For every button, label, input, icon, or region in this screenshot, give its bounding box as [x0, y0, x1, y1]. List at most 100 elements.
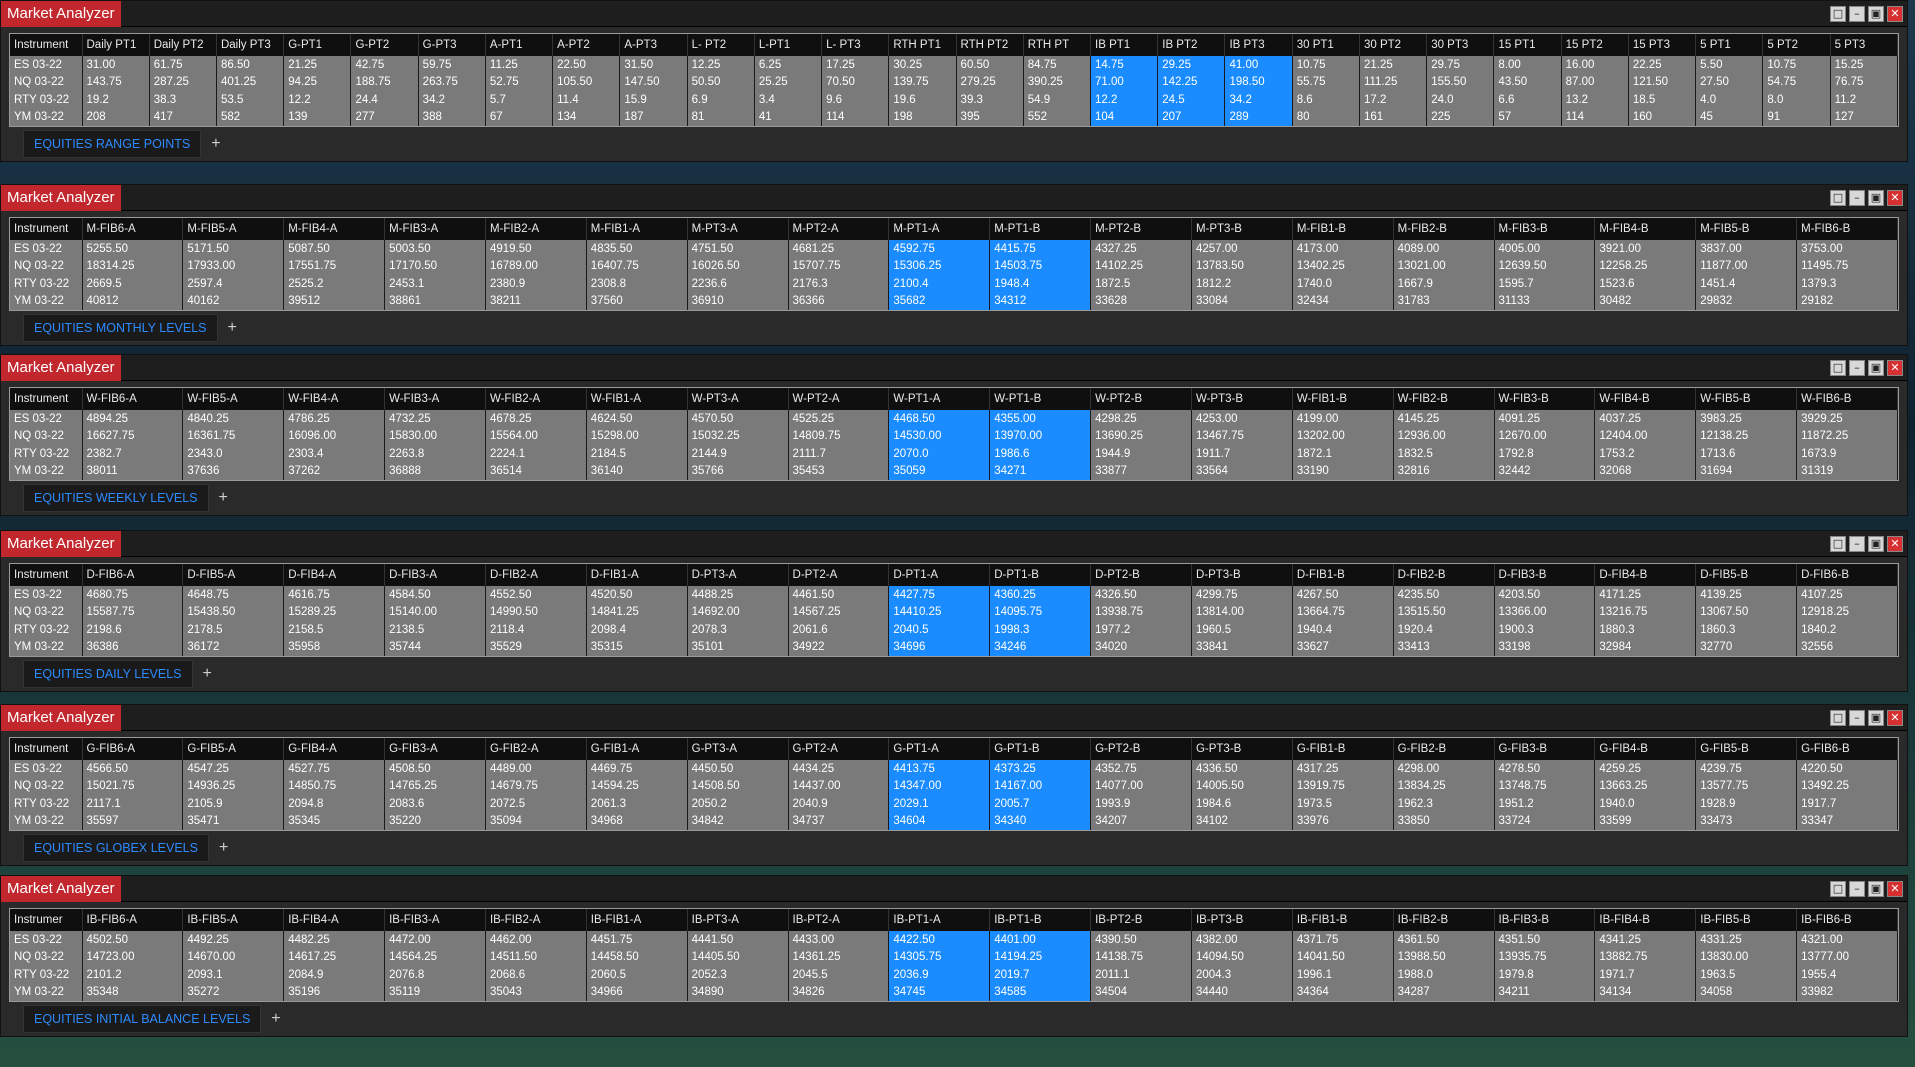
value-cell[interactable]: 38011: [82, 462, 184, 480]
value-cell[interactable]: 33198: [1494, 638, 1596, 656]
value-cell[interactable]: 1880.3: [1594, 621, 1697, 639]
column-header[interactable]: G-PT3: [418, 34, 486, 56]
column-header[interactable]: A-PT1: [485, 34, 554, 56]
value-cell[interactable]: 12138.25: [1695, 427, 1798, 445]
value-cell[interactable]: 11872.25: [1796, 427, 1898, 445]
value-cell[interactable]: 1998.3: [989, 621, 1092, 639]
column-header[interactable]: D-PT1-B: [989, 564, 1092, 586]
column-header[interactable]: IB-FIB3-A: [384, 909, 486, 931]
value-cell[interactable]: 13777.00: [1796, 948, 1898, 966]
value-cell[interactable]: 84.75: [1023, 56, 1092, 74]
value-cell[interactable]: 2068.6: [485, 966, 587, 984]
value-cell[interactable]: 32434: [1292, 292, 1394, 310]
column-header[interactable]: D-FIB6-A: [82, 564, 184, 586]
value-cell[interactable]: 33850: [1393, 812, 1495, 830]
value-cell[interactable]: 4751.50: [687, 240, 789, 258]
value-cell[interactable]: 390.25: [1023, 73, 1092, 91]
value-cell[interactable]: 34585: [989, 983, 1092, 1001]
value-cell[interactable]: 289: [1224, 108, 1293, 126]
value-cell[interactable]: 5171.50: [182, 240, 285, 258]
value-cell[interactable]: 2050.2: [687, 795, 789, 813]
minimize-button[interactable]: –: [1849, 359, 1865, 376]
value-cell[interactable]: 1963.5: [1695, 966, 1798, 984]
column-header[interactable]: M-FIB5-B: [1695, 218, 1798, 240]
value-cell[interactable]: 40162: [182, 292, 285, 310]
instrument-cell[interactable]: RTY 03-22: [10, 966, 83, 984]
instrument-cell[interactable]: NQ 03-22: [10, 257, 83, 275]
column-header[interactable]: IB-FIB1-B: [1292, 909, 1394, 931]
value-cell[interactable]: 35220: [384, 812, 486, 830]
value-cell[interactable]: 34504: [1090, 983, 1192, 1001]
column-header[interactable]: A-PT2: [552, 34, 621, 56]
value-cell[interactable]: 4327.25: [1090, 240, 1192, 258]
column-header[interactable]: M-PT3-B: [1191, 218, 1293, 240]
column-header[interactable]: W-FIB3-B: [1494, 388, 1596, 410]
value-cell[interactable]: 4107.25: [1796, 586, 1898, 604]
value-cell[interactable]: 2070.0: [888, 445, 991, 463]
value-cell[interactable]: 34968: [586, 812, 688, 830]
instrument-cell[interactable]: ES 03-22: [10, 410, 83, 428]
column-header[interactable]: G-PT3-B: [1191, 738, 1293, 760]
value-cell[interactable]: 2011.1: [1090, 966, 1192, 984]
value-cell[interactable]: 143.75: [82, 73, 150, 91]
value-cell[interactable]: 2045.5: [788, 966, 890, 984]
value-cell[interactable]: 39512: [283, 292, 386, 310]
value-cell[interactable]: 4390.50: [1090, 931, 1192, 949]
value-cell[interactable]: 4413.75: [888, 760, 991, 778]
table-row[interactable]: YM 03-22 38011 37636 37262 36888 36514 36140 35…: [10, 462, 1898, 480]
value-cell[interactable]: 4527.75: [283, 760, 386, 778]
table-row[interactable]: NQ 03-22 14723.00 14670.00 14617.25 14564.25…: [10, 948, 1898, 966]
value-cell[interactable]: 4427.75: [888, 586, 991, 604]
value-cell[interactable]: 2669.5: [82, 275, 184, 293]
value-cell[interactable]: 6.9: [687, 91, 755, 109]
value-cell[interactable]: 1960.5: [1191, 621, 1293, 639]
value-cell[interactable]: 2093.1: [182, 966, 285, 984]
table-row[interactable]: NQ 03-22 143.75 287.25 401.25 94.25 188.75 263…: [10, 73, 1898, 91]
value-cell[interactable]: 2303.4: [283, 445, 386, 463]
value-cell[interactable]: 34058: [1695, 983, 1798, 1001]
instrument-column-header[interactable]: Instrument: [10, 388, 83, 410]
value-cell[interactable]: 1920.4: [1393, 621, 1495, 639]
window-titlebar[interactable]: Market Analyzer □ – ▣ ✕: [1, 354, 1907, 381]
value-cell[interactable]: 4451.75: [586, 931, 688, 949]
value-cell[interactable]: 33190: [1292, 462, 1394, 480]
column-header[interactable]: W-FIB5-B: [1695, 388, 1798, 410]
value-cell[interactable]: 552: [1023, 108, 1092, 126]
column-header[interactable]: M-FIB3-A: [384, 218, 486, 240]
value-cell[interactable]: 3837.00: [1695, 240, 1798, 258]
column-header[interactable]: G-FIB4-A: [283, 738, 386, 760]
value-cell[interactable]: 142.25: [1157, 73, 1226, 91]
column-header[interactable]: IB-FIB6-A: [82, 909, 184, 931]
value-cell[interactable]: 15707.75: [788, 257, 890, 275]
value-cell[interactable]: 2525.2: [283, 275, 386, 293]
add-tab-button[interactable]: +: [202, 665, 212, 682]
value-cell[interactable]: 34271: [989, 462, 1092, 480]
value-cell[interactable]: 15289.25: [283, 603, 386, 621]
column-header[interactable]: IB-PT2-A: [788, 909, 890, 931]
value-cell[interactable]: 33976: [1292, 812, 1394, 830]
value-cell[interactable]: 94.25: [283, 73, 352, 91]
value-cell[interactable]: 36888: [384, 462, 486, 480]
value-cell[interactable]: 2236.6: [687, 275, 789, 293]
value-cell[interactable]: 14041.50: [1292, 948, 1394, 966]
column-header[interactable]: W-PT2-A: [788, 388, 890, 410]
value-cell[interactable]: 4173.00: [1292, 240, 1394, 258]
maximize-button[interactable]: ▣: [1868, 5, 1884, 22]
table-row[interactable]: ES 03-22 5255.50 5171.50 5087.50 5003.50 4919…: [10, 240, 1898, 258]
value-cell[interactable]: 33982: [1796, 983, 1898, 1001]
value-cell[interactable]: 33628: [1090, 292, 1192, 310]
value-cell[interactable]: 4732.25: [384, 410, 486, 428]
value-cell[interactable]: 53.5: [216, 91, 285, 109]
value-cell[interactable]: 13834.25: [1393, 777, 1495, 795]
value-cell[interactable]: 10.75: [1292, 56, 1360, 74]
column-header[interactable]: M-PT2-A: [788, 218, 890, 240]
value-cell[interactable]: 14594.25: [586, 777, 688, 795]
value-cell[interactable]: 1993.9: [1090, 795, 1192, 813]
column-header[interactable]: IB-FIB4-B: [1594, 909, 1697, 931]
column-header[interactable]: W-FIB6-B: [1796, 388, 1898, 410]
value-cell[interactable]: 4199.00: [1292, 410, 1394, 428]
minimize-button[interactable]: –: [1849, 880, 1865, 897]
column-header[interactable]: 30 PT2: [1359, 34, 1428, 56]
maximize-button[interactable]: ▣: [1868, 880, 1884, 897]
value-cell[interactable]: 14167.00: [989, 777, 1092, 795]
